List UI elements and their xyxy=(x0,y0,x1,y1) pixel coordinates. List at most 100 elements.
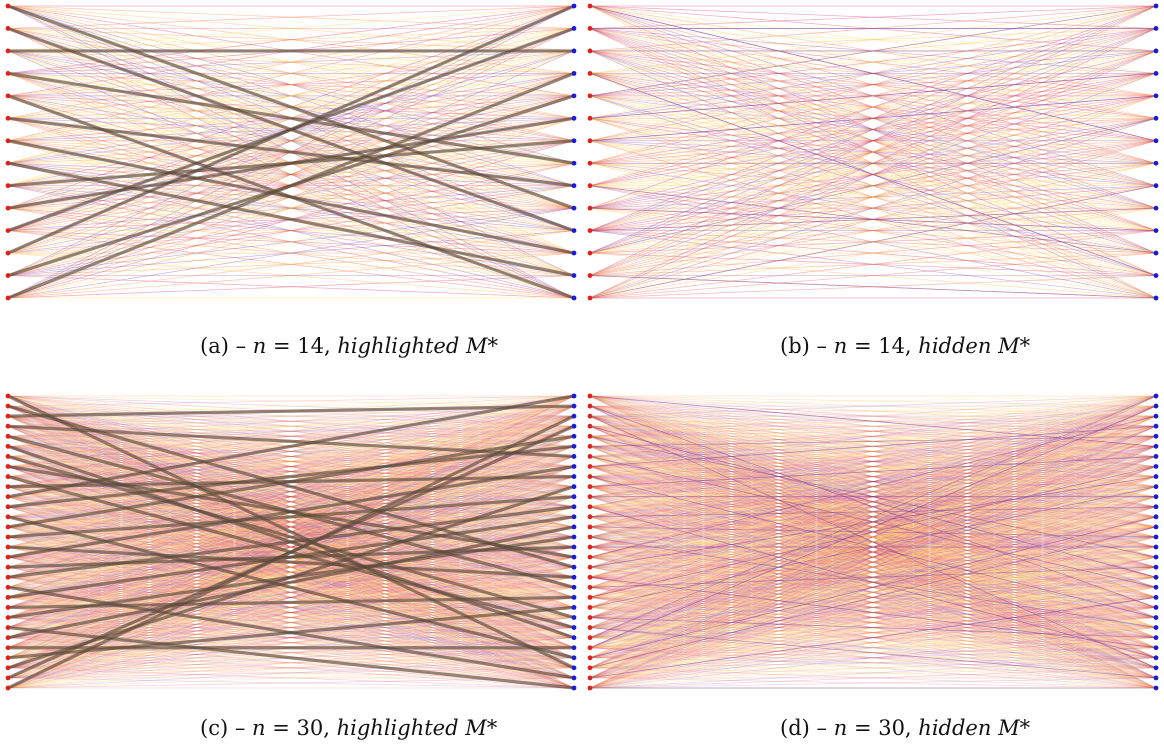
edge xyxy=(589,252,1157,276)
right-node xyxy=(1153,504,1159,510)
edge xyxy=(589,536,1157,669)
edge xyxy=(589,466,1157,498)
edge xyxy=(589,73,1157,209)
edge xyxy=(589,28,1157,187)
edge xyxy=(7,425,575,568)
edge xyxy=(7,415,575,487)
edge xyxy=(7,566,575,578)
caption-label: (d) xyxy=(780,716,810,740)
edge xyxy=(7,415,575,638)
edge xyxy=(589,162,1157,231)
edge xyxy=(7,405,575,467)
edge xyxy=(589,415,1157,498)
edge xyxy=(589,73,1157,209)
edge xyxy=(7,415,575,588)
edge xyxy=(589,526,1157,689)
edge xyxy=(7,117,575,231)
edge xyxy=(589,405,1157,669)
edge xyxy=(589,617,1157,669)
edge xyxy=(589,546,1157,659)
edge xyxy=(7,28,575,52)
edge xyxy=(7,466,575,588)
right-node xyxy=(571,443,577,449)
matching-edge xyxy=(7,161,575,278)
edge xyxy=(7,496,575,689)
left-node xyxy=(5,685,11,691)
edge xyxy=(7,607,575,639)
edge xyxy=(7,425,575,437)
edge xyxy=(7,456,575,689)
left-node xyxy=(587,393,593,399)
edge xyxy=(589,556,1157,588)
edge xyxy=(7,395,575,417)
edge xyxy=(7,496,575,638)
right-node xyxy=(571,433,577,439)
left-node xyxy=(5,474,11,479)
left-node xyxy=(587,205,593,211)
edge xyxy=(589,456,1157,618)
left-node xyxy=(587,584,593,590)
right-node xyxy=(571,524,577,530)
edge xyxy=(7,586,575,649)
edge xyxy=(7,415,575,498)
left-node xyxy=(5,138,11,144)
edge xyxy=(589,28,1157,142)
edge xyxy=(7,5,575,52)
edge xyxy=(7,607,575,669)
edge xyxy=(589,435,1157,638)
edge xyxy=(589,536,1157,568)
caption-dash: – xyxy=(816,716,828,740)
edge xyxy=(7,5,575,187)
edge xyxy=(589,415,1157,659)
edge xyxy=(7,50,575,231)
matching-edge xyxy=(589,425,1157,578)
left-node xyxy=(587,494,593,500)
edge xyxy=(7,73,575,209)
left-node xyxy=(587,625,593,630)
edge xyxy=(589,657,1157,669)
bipartite-graph-d xyxy=(587,393,1159,691)
right-node xyxy=(1153,93,1159,99)
matching-edge xyxy=(589,526,1157,669)
edge xyxy=(7,405,575,578)
edge xyxy=(589,28,1157,52)
edge xyxy=(589,597,1157,649)
edge xyxy=(589,425,1157,528)
left-node xyxy=(5,615,11,620)
edge xyxy=(589,117,1157,164)
edge xyxy=(589,486,1157,649)
edge xyxy=(589,456,1157,467)
edge xyxy=(7,50,575,97)
edge xyxy=(589,415,1157,487)
edge xyxy=(7,405,575,638)
edge xyxy=(589,496,1157,689)
edge xyxy=(7,28,575,254)
edge xyxy=(589,405,1157,457)
edge xyxy=(589,466,1157,659)
edge xyxy=(589,546,1157,588)
edge xyxy=(589,486,1157,618)
edge xyxy=(7,466,575,528)
edge xyxy=(7,5,575,119)
edge xyxy=(589,95,1157,299)
edge xyxy=(7,5,575,142)
edge xyxy=(589,486,1157,628)
edge xyxy=(589,435,1157,528)
edge xyxy=(589,586,1157,618)
edge xyxy=(7,506,575,628)
edge xyxy=(589,415,1157,508)
edge xyxy=(589,637,1157,689)
edge xyxy=(589,597,1157,608)
edge xyxy=(7,275,575,299)
right-node xyxy=(571,574,577,580)
edge xyxy=(7,546,575,588)
edge xyxy=(7,486,575,649)
edge xyxy=(589,425,1157,437)
edge xyxy=(7,395,575,437)
edge xyxy=(7,5,575,187)
edge xyxy=(589,405,1157,669)
edge xyxy=(589,586,1157,598)
panel-d-graph xyxy=(587,393,1159,691)
edge xyxy=(7,516,575,679)
caption-n: n xyxy=(833,334,848,358)
